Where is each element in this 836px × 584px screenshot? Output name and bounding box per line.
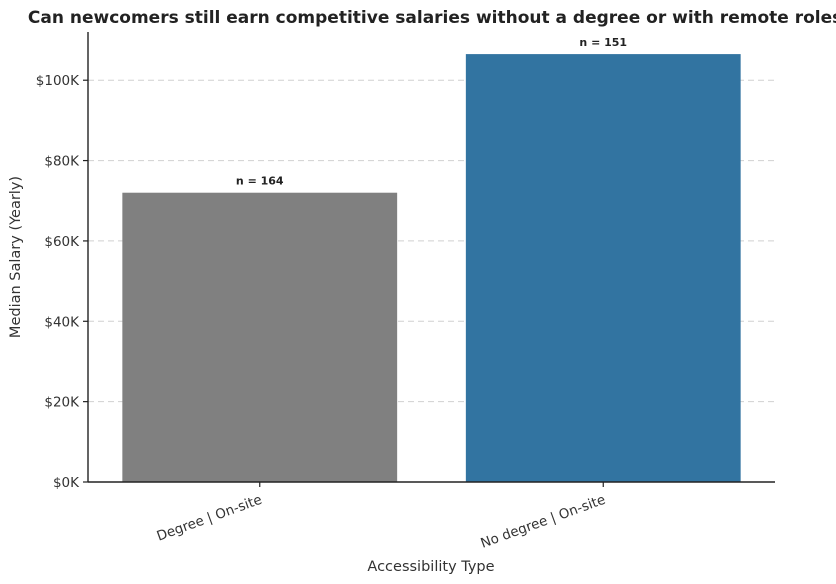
y-axis-label: Median Salary (Yearly) <box>8 176 24 338</box>
y-axis-ticks: $0K $20K $40K $60K $80K $100K <box>36 73 88 491</box>
y-tick-label: $0K <box>53 475 80 491</box>
bar <box>122 192 398 482</box>
data-labels: n = 164 n = 151 <box>236 36 627 188</box>
y-tick-label: $20K <box>44 395 80 411</box>
bar-count-label: n = 164 <box>236 175 284 188</box>
y-tick-label: $40K <box>44 314 80 330</box>
bars <box>122 54 741 483</box>
x-axis-label: Accessibility Type <box>367 559 494 575</box>
x-tick-label: No degree | On-site <box>479 492 608 552</box>
bar <box>465 54 741 483</box>
x-axis-ticks: Degree | On-site No degree | On-site <box>155 482 608 552</box>
y-tick-label: $100K <box>36 73 80 89</box>
bar-count-label: n = 151 <box>579 36 627 49</box>
y-tick-label: $80K <box>44 154 80 170</box>
y-tick-label: $60K <box>44 234 80 250</box>
chart-title: Can newcomers still earn competitive sal… <box>28 8 836 28</box>
x-tick-label: Degree | On-site <box>155 492 264 545</box>
